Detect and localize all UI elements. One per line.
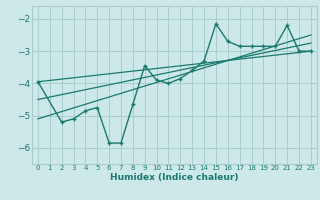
X-axis label: Humidex (Indice chaleur): Humidex (Indice chaleur) [110,173,239,182]
